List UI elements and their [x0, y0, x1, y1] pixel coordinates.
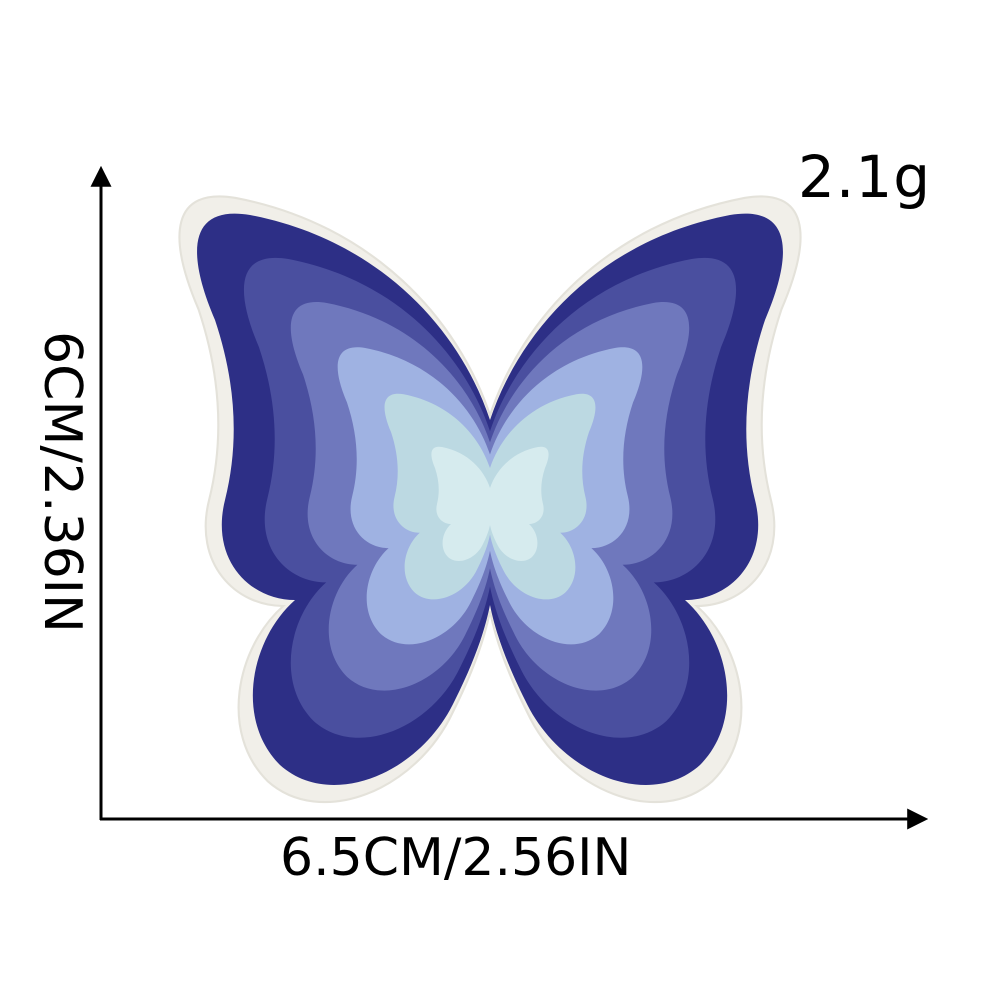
- width-dimension-label: 6.5CM/2.56IN: [280, 828, 632, 888]
- height-dimension-label: 6CM/2.36IN: [32, 331, 92, 633]
- weight-label: 2.1g: [798, 143, 932, 211]
